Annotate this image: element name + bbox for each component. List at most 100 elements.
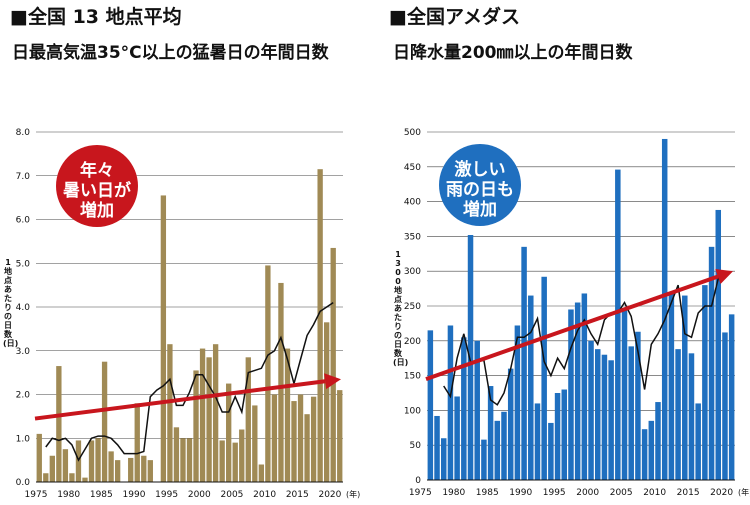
badge-text: 年々 [80,160,114,181]
bar [474,340,480,480]
bar [284,348,291,482]
bar [330,247,336,482]
bar [568,309,574,480]
y-tick-label: 500 [404,128,421,138]
x-unit-label: (年) [346,489,360,499]
bar [88,440,95,482]
x-tick-label: 1980 [442,488,465,498]
bar [212,344,219,482]
bar [297,394,304,482]
bar [641,429,648,480]
bar [219,440,225,482]
bar [461,337,467,480]
bar [675,349,681,480]
bar [206,357,212,482]
bar [615,169,621,481]
bar [467,235,474,480]
badge-circle [439,144,521,226]
plot-area: 0.0 1.0 2.0 3.0 4.0 5.0 6.0 7.0 8.0 1975 1980 1985 1… [16,128,361,500]
bar [481,439,487,480]
bar [588,340,594,480]
x-tick-label: 1990 [509,488,532,498]
bar [82,477,88,482]
bar [265,265,271,482]
bar [108,451,114,482]
y-tick-label: 3.0 [16,347,31,357]
bar [494,420,501,480]
bar [239,429,245,482]
bar [708,246,715,480]
y-tick-label: 6.0 [16,216,31,226]
bar [134,403,140,482]
bar [561,389,568,480]
bar [661,138,668,480]
bar [310,396,317,482]
y-axis-label: 1300地点あたりの日数(日) [393,250,409,367]
y-tick-label: 4.0 [16,303,31,313]
bar [722,332,728,480]
bar [69,473,75,482]
bar [514,325,521,480]
bar [427,330,434,480]
bar [278,282,284,482]
y-axis-label: 1地点あたりの日数(日) [3,258,19,348]
y-tick-label: 450 [404,163,421,173]
bar [337,390,343,482]
bar [594,349,601,480]
bar [507,368,514,480]
bar [688,353,695,480]
bar [554,393,561,480]
bar [147,460,153,482]
bar [715,209,722,480]
bar [608,360,614,480]
badge-text: 激しい [455,159,506,180]
moving-average-line [443,274,726,406]
bar [655,402,661,480]
trend-arrow-head [324,373,341,390]
x-tick-label: 2000 [188,490,211,500]
bar [541,276,547,480]
bar [668,292,675,480]
x-tick-label: 1995 [155,490,178,500]
x-tick-label: 1985 [90,490,113,500]
y-tick-label: 400 [404,198,421,208]
bar [232,442,238,482]
x-tick-label: 2015 [286,490,309,500]
bar [728,314,735,480]
bar [186,438,193,482]
bar [56,366,62,482]
bar [199,348,206,482]
bar [695,403,701,480]
badge-text: 増加 [80,200,114,221]
x-tick-label: 2015 [677,488,700,498]
bar [574,302,581,480]
y-tick-label: 100 [404,406,421,416]
bar [534,403,541,480]
right-chart-panel: ■全国アメダス 日降水量200㎜以上の年間日数 1300地点あたりの日数(日) … [375,0,750,505]
trend-arrow-line [34,379,326,421]
bar [548,422,554,480]
bar [271,394,278,482]
bar [291,401,297,482]
bar [36,433,42,482]
bar [304,414,310,482]
bar [648,420,655,480]
x-tick-label: 2020 [710,488,733,498]
y-tick-label: 50 [410,441,422,451]
x-tick-label: 1990 [123,490,146,500]
plot-area: 0 50 100 150 200 250 300 350 400 450 500 1975 1980 19… [404,128,750,498]
left-chart-panel: ■全国 13 地点平均 日最高気温35°C以上の猛暑日の年間日数 1地点あたりの… [3,6,361,500]
badge-circle [56,145,138,227]
bar [581,293,588,480]
x-tick-label: 1975 [25,490,48,500]
moving-average-line [45,301,334,462]
badge-text: 暑い日が [63,180,131,201]
bar [487,386,494,480]
x-tick-label: 2020 [318,490,341,500]
x-tick-label: 2005 [610,488,633,498]
bar [635,331,641,480]
x-tick-label: 2010 [253,490,276,500]
y-tick-label: 300 [404,267,421,277]
bar [628,346,634,480]
bar [128,457,134,482]
